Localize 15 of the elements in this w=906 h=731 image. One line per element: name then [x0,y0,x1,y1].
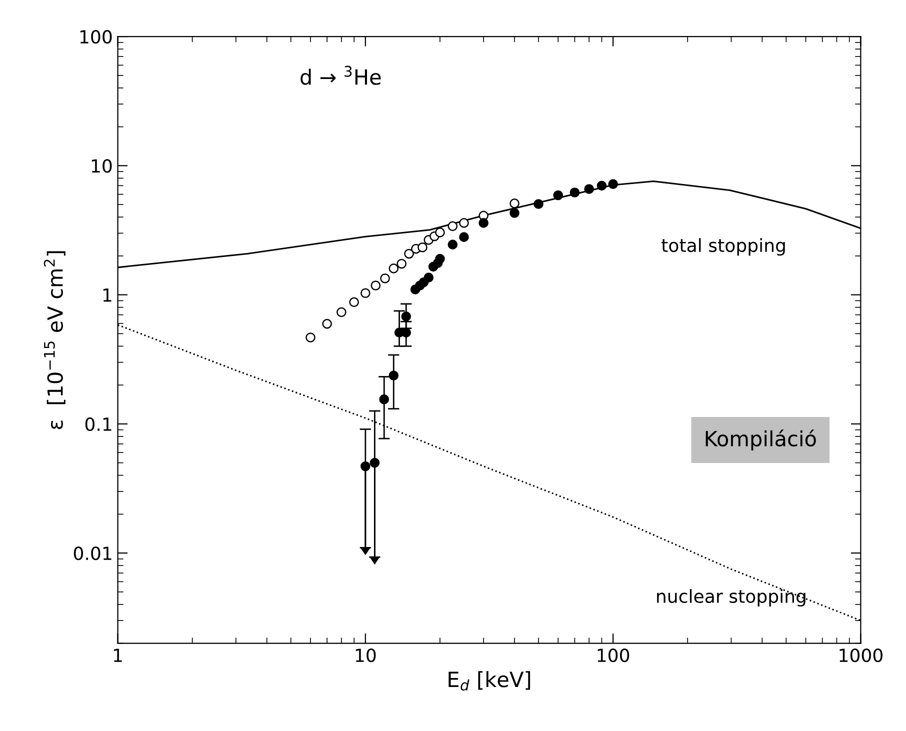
series-label: nuclear stopping [657,589,806,607]
y-tick-label: 10 [92,159,112,173]
text: d → $^{3}$He [300,66,381,85]
y-tick-label: 1 [103,288,112,302]
y-tick-label: 100 [80,30,112,44]
x-tick-label: 1 [114,648,122,662]
x-axis-title: E$_{d}$ [keV] [448,671,530,691]
x-tick-label: 10 [356,648,376,662]
series-label: total stopping [662,238,785,256]
y-tick-label: 0.1 [85,417,112,432]
y-tick-label: 0.01 [74,546,112,560]
x-tick-label: 100 [598,648,630,662]
y-axis-title: ε [10$^{−15}$ eV cm$^{2}$] [44,251,66,430]
annotation: Kompiláció [706,430,816,451]
x-tick-label: 1000 [840,648,882,662]
